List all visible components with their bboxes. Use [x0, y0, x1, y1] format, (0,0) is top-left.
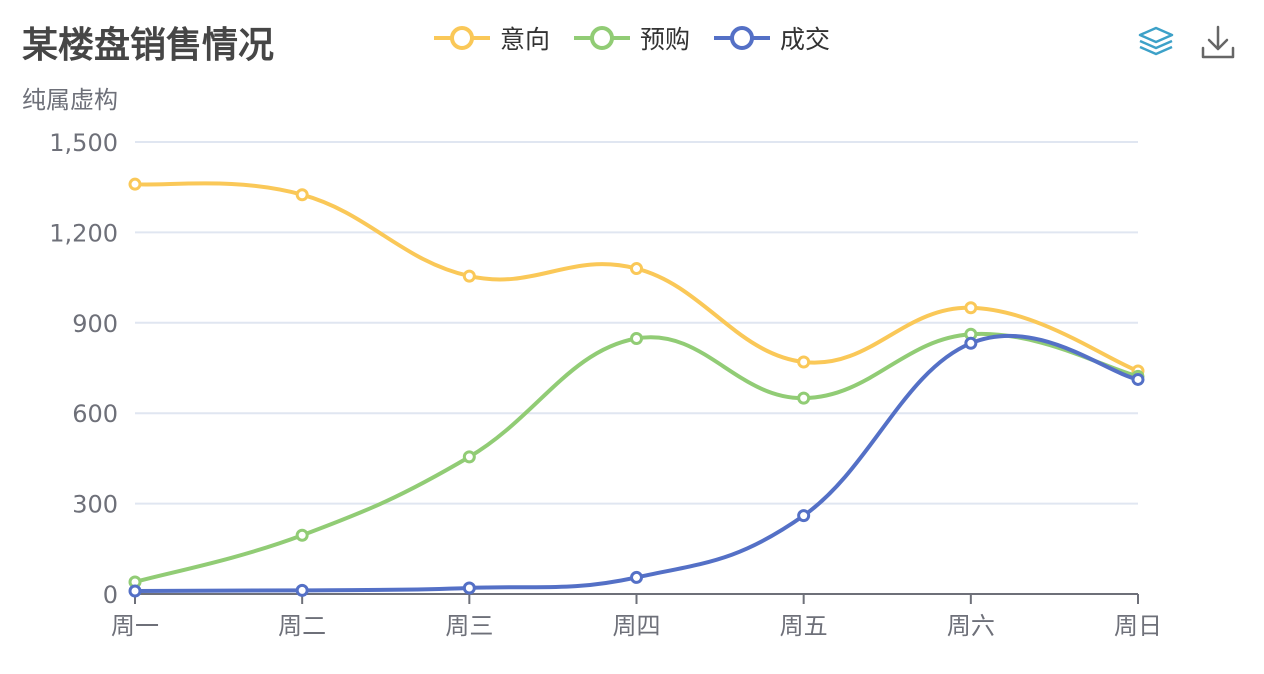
x-tick-label: 周五 — [780, 612, 828, 640]
data-point[interactable] — [295, 583, 309, 597]
x-tick-label: 周三 — [445, 612, 493, 640]
series-1 — [128, 327, 1145, 589]
y-axis-labels: 0 300 600 900 1,200 1,500 — [49, 129, 118, 609]
toolbox — [1136, 22, 1238, 62]
download-icon[interactable] — [1198, 22, 1238, 62]
series-0 — [128, 177, 1145, 378]
data-point[interactable] — [462, 581, 476, 595]
x-tick-label: 周四 — [613, 612, 661, 640]
y-tick-label: 300 — [72, 491, 118, 519]
y-tick-label: 1,200 — [49, 219, 118, 247]
data-point[interactable] — [128, 177, 142, 191]
series-group — [128, 177, 1145, 598]
data-point[interactable] — [295, 528, 309, 542]
data-point[interactable] — [964, 336, 978, 350]
y-tick-label: 1,500 — [49, 129, 118, 157]
x-tick-label: 周六 — [947, 612, 995, 640]
data-point[interactable] — [462, 269, 476, 283]
data-point[interactable] — [630, 331, 643, 345]
data-point[interactable] — [128, 584, 142, 598]
x-tick-label: 周一 — [111, 612, 159, 640]
data-point[interactable] — [295, 188, 309, 202]
data-point[interactable] — [462, 450, 476, 464]
legend-label: 成交 — [780, 25, 831, 54]
data-point[interactable] — [630, 570, 643, 584]
legend-label: 意向 — [500, 25, 551, 54]
data-point[interactable] — [797, 391, 811, 405]
legend-label: 预购 — [640, 25, 691, 54]
legend: 意向 预购 成交 — [432, 16, 852, 60]
legend-item-preorder[interactable]: 预购 — [572, 20, 690, 56]
series-2 — [128, 333, 1145, 598]
data-point[interactable] — [630, 262, 643, 276]
data-point[interactable] — [1131, 372, 1145, 386]
chart-title: 某楼盘销售情况 — [22, 25, 275, 66]
data-point[interactable] — [797, 355, 811, 369]
legend-line-circle-icon — [434, 26, 490, 50]
data-point[interactable] — [797, 509, 811, 523]
legend-line-circle-icon — [574, 26, 631, 50]
legend-item-intent[interactable]: 意向 — [432, 20, 550, 56]
y-tick-label: 0 — [103, 581, 118, 609]
layers-icon[interactable] — [1136, 22, 1176, 62]
grid-lines — [135, 141, 1138, 505]
x-axis: 周一 周二 周三 周四 周五 周六 周日 — [111, 593, 1162, 640]
chart-subtitle: 纯属虚构 — [22, 86, 118, 114]
legend-item-deal[interactable]: 成交 — [712, 20, 830, 56]
x-tick-label: 周二 — [278, 612, 326, 640]
y-tick-label: 600 — [72, 400, 118, 428]
y-tick-label: 900 — [72, 310, 118, 338]
x-tick-label: 周日 — [1114, 612, 1162, 640]
series-line — [134, 333, 1139, 593]
data-point[interactable] — [964, 301, 978, 315]
legend-line-circle-icon — [714, 26, 771, 50]
series-line — [134, 331, 1139, 584]
